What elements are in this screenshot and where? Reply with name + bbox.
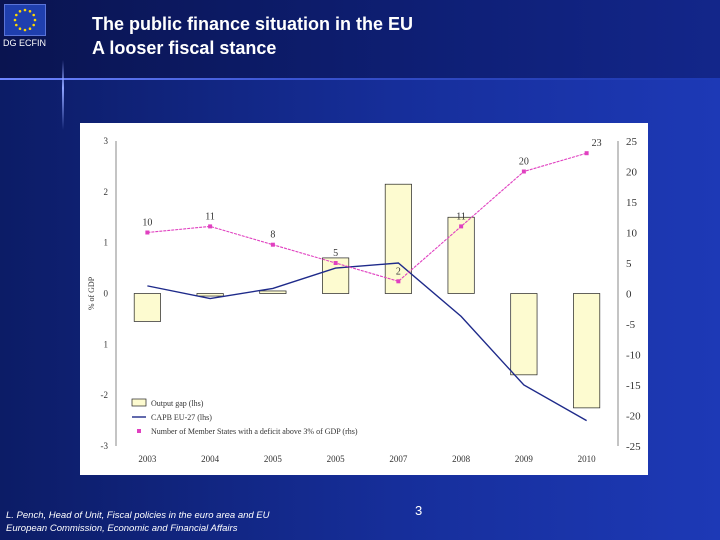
output-gap-bar — [196, 293, 224, 297]
output-gap-bar — [447, 216, 475, 294]
page-title: The public finance situation in the EU — [92, 14, 414, 34]
output-gap-bar — [573, 293, 601, 409]
page-number: 3 — [415, 503, 423, 518]
member-states-point — [145, 230, 150, 235]
output-gap-bar — [384, 183, 412, 294]
right-tick-label: 10 — [626, 228, 638, 240]
member-states-point — [396, 279, 401, 284]
legend-label-output-gap: Output gap (lhs) — [151, 399, 204, 408]
right-tick-label: 0 — [626, 289, 632, 301]
right-tick-label: 20 — [626, 167, 638, 179]
left-tick-label: 1 — [104, 238, 109, 248]
x-tick-label: 2005 — [264, 454, 283, 464]
chart-area: 3 2 1 0 1 -2 -3 25 20 15 10 5 0 -5 -10 -15 -20 -25% of GD… — [80, 123, 648, 475]
x-tick-label: 2003 — [138, 454, 157, 464]
footer-organization: European Commission, Economic and Financ… — [6, 523, 238, 534]
left-tick-label: -3 — [101, 441, 109, 451]
member-states-label: 23 — [592, 138, 602, 149]
member-states-label: 5 — [333, 248, 338, 259]
right-tick-label: -5 — [626, 319, 636, 331]
member-states-label: 11 — [456, 211, 466, 222]
legend-label-member-states: Number of Member States with a deficit a… — [151, 427, 358, 436]
member-states-point — [459, 224, 464, 229]
output-gap-bar — [133, 293, 161, 322]
legend-swatch-output-gap — [131, 398, 147, 407]
header-divider — [0, 78, 720, 80]
x-tick-label: 2007 — [389, 454, 408, 464]
member-states-label: 20 — [519, 157, 529, 168]
right-tick-label: 5 — [626, 258, 632, 270]
y-axis-label: % of GDP — [87, 276, 96, 310]
member-states-label: 11 — [205, 211, 215, 222]
left-tick-label: 1 — [104, 339, 109, 349]
member-states-point — [333, 261, 338, 265]
logo-text: DG ECFIN — [3, 38, 47, 48]
left-tick-label: -2 — [101, 390, 109, 400]
output-gap-bar — [259, 290, 287, 294]
member-states-label: 8 — [270, 230, 275, 241]
member-states-point — [584, 151, 589, 156]
right-tick-label: -15 — [626, 380, 641, 392]
left-tick-label: 3 — [104, 136, 109, 146]
legend-label-capb: CAPB EU-27 (lhs) — [151, 413, 212, 422]
capb-line — [147, 262, 587, 422]
left-tick-label: 2 — [104, 187, 109, 197]
vertical-accent — [62, 60, 64, 130]
member-states-point — [208, 224, 213, 229]
header-bar — [0, 0, 720, 78]
output-gap-bar — [510, 293, 538, 376]
page-subtitle: A looser fiscal stance — [92, 38, 277, 58]
member-states-label: 2 — [396, 266, 401, 277]
member-states-point — [270, 242, 275, 247]
x-tick-label: 2009 — [515, 454, 534, 464]
legend-swatch-member-states — [137, 429, 141, 433]
footer-author: L. Pench, Head of Unit, Fiscal policies … — [6, 510, 270, 521]
left-tick-label: 0 — [104, 289, 109, 299]
right-tick-label: -20 — [626, 411, 641, 423]
right-tick-label: -10 — [626, 350, 641, 362]
member-states-line — [147, 152, 587, 282]
x-tick-label: 2005 — [327, 454, 346, 464]
member-states-point — [521, 169, 526, 174]
right-tick-label: -25 — [626, 441, 641, 453]
eu-flag-icon — [4, 4, 46, 36]
x-tick-label: 2008 — [452, 454, 471, 464]
x-tick-label: 2004 — [201, 454, 220, 464]
right-tick-label: 25 — [626, 136, 638, 148]
member-states-label: 10 — [142, 218, 152, 229]
right-tick-label: 15 — [626, 197, 638, 209]
x-tick-label: 2010 — [578, 454, 597, 464]
